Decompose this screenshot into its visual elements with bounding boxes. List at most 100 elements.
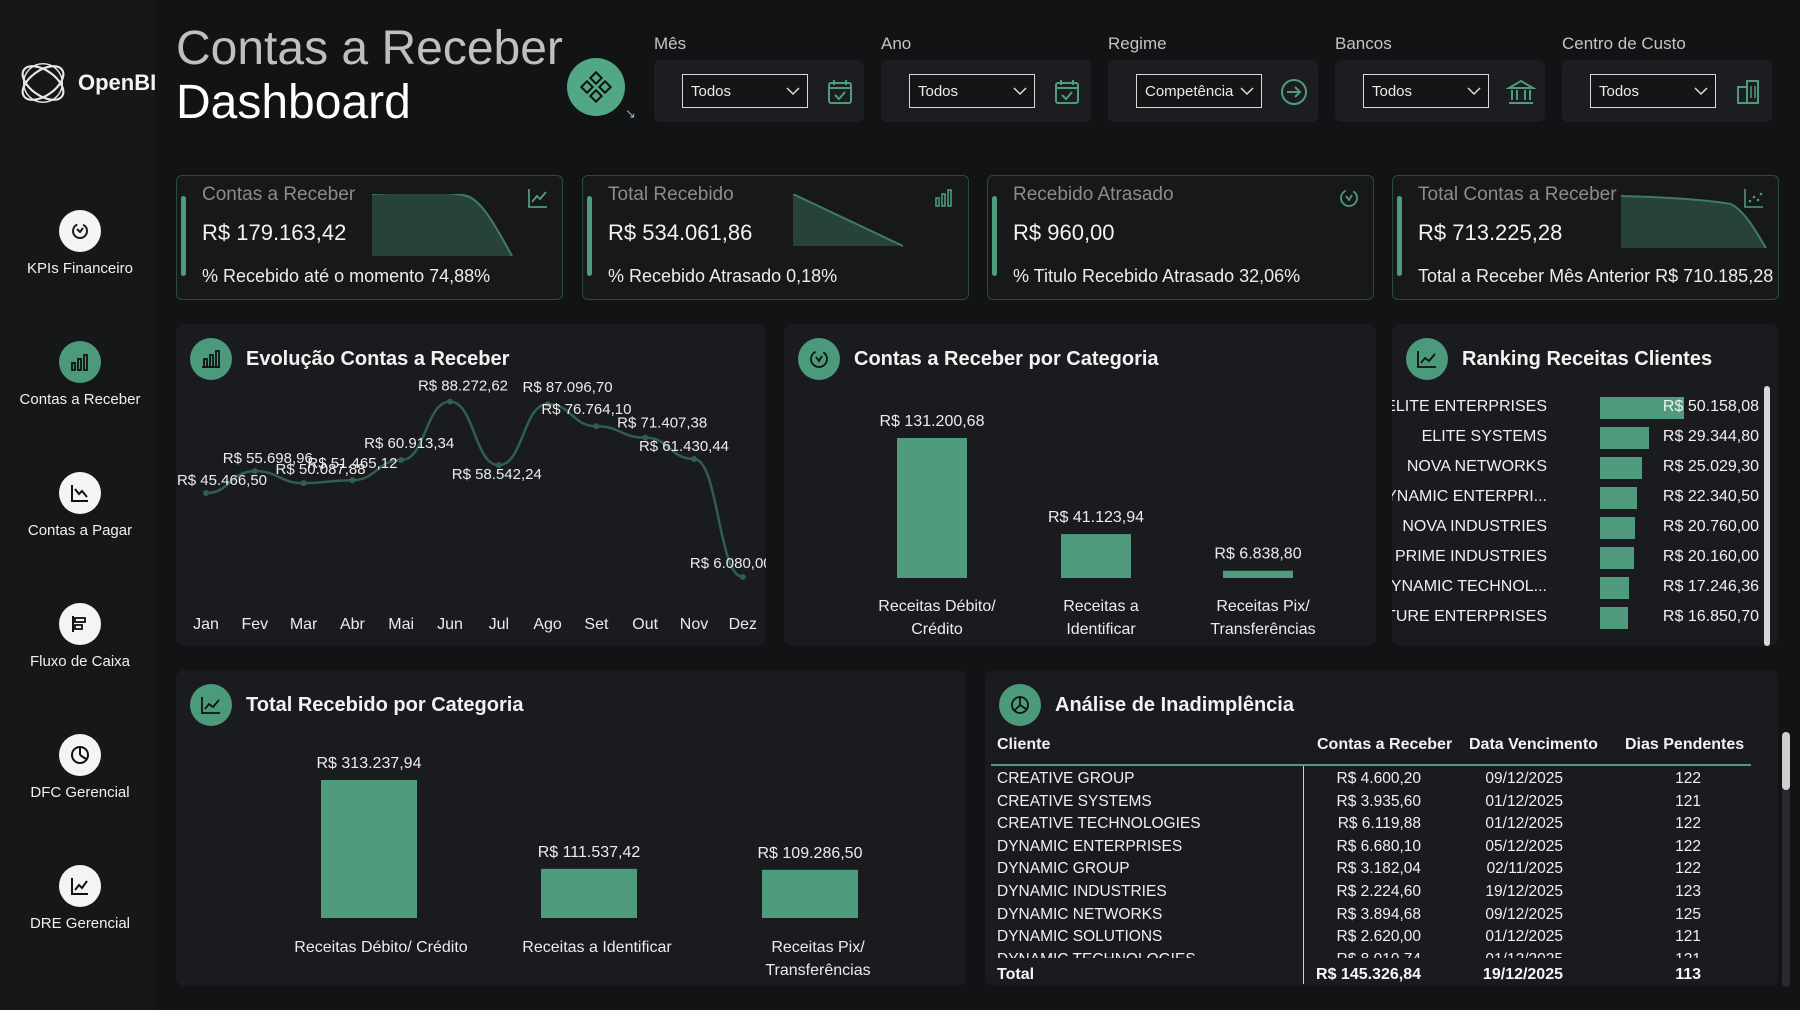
arrow-circle-icon[interactable] [1279,77,1309,107]
line-point[interactable] [398,457,405,464]
data-label: R$ 76.764,10 [541,401,631,418]
expand-arrow-icon[interactable]: ↘ [625,106,636,121]
bar[interactable] [897,438,967,578]
kpi-subtitle: % Recebido Atrasado 0,18% [608,266,838,286]
ranking-row[interactable]: DYNAMIC TECHNOL... R$ 17.246,36 [1392,574,1759,600]
panel-header: Contas a Receber por Categoria [798,338,1159,380]
x-tick-label: Jul [489,616,509,633]
line-point[interactable] [349,477,356,484]
line-point[interactable] [447,398,453,405]
table-row[interactable]: DYNAMIC NETWORKS R$ 3.894,68 09/12/2025 125 [991,906,1751,928]
line-point[interactable] [544,401,551,408]
bar[interactable] [762,869,858,918]
regime-dropdown[interactable]: Competência [1136,74,1262,108]
building-icon[interactable] [1733,77,1763,107]
bar [1600,397,1684,419]
calendar-icon[interactable] [825,77,855,107]
nav-fluxo-de-caixa[interactable]: Fluxo de Caixa [0,603,160,670]
bar[interactable] [1223,570,1293,578]
cell-data-vencimento: 01/12/2025 [1485,792,1563,810]
kpi-sparkline [1621,195,1767,249]
ranking-row[interactable]: NOVA NETWORKS R$ 25.029,30 [1392,454,1759,480]
table-row[interactable]: DYNAMIC ENTERPRISES R$ 6.680,10 05/12/2025… [991,838,1751,860]
nav-dre-gerencial[interactable]: DRE Gerencial [0,865,160,932]
nav-contas-a-receber[interactable]: Contas a Receber [0,341,160,408]
column-divider [1303,766,1304,984]
filter-bancos: Bancos Todos [1335,34,1545,122]
table-row[interactable]: CREATIVE SYSTEMS R$ 3.935,60 01/12/2025 121 [991,793,1751,815]
data-label: R$ 58.542,24 [452,466,542,483]
x-tick-label: Receitas Pix/ [771,939,865,956]
column-header[interactable]: Data Vencimento [1469,736,1598,753]
table-row[interactable]: DYNAMIC TECHNOLOGIES R$ 8.010,7401/12/202… [991,951,1751,958]
line-point[interactable] [300,480,307,487]
line-point[interactable] [203,490,209,497]
dropdown-value: Competência [1145,82,1234,100]
chevron-down-icon [1013,87,1027,96]
line-point[interactable] [691,455,697,462]
nav-label: KPIs Financeiro [27,260,133,277]
ranking-row[interactable]: NOVA INDUSTRIES R$ 20.760,00 [1392,514,1759,540]
nav-label: Contas a Receber [19,391,141,408]
table-row[interactable]: CREATIVE TECHNOLOGIES R$ 6.119,88 01/12/20… [991,815,1751,837]
x-tick-label: Identificar [1066,621,1136,638]
mes-dropdown[interactable]: Todos [682,74,808,108]
data-label: R$ 17.246,36 [1662,578,1759,595]
ranking-row[interactable]: ELITE ENTERPRISES R$ 50.158,08 [1392,394,1759,420]
data-label: R$ 20.760,00 [1662,518,1759,535]
ranking-row[interactable]: DYNAMIC ENTERPRI... R$ 22.340,50 [1392,484,1759,510]
table-scrollbar[interactable] [1782,732,1790,987]
nav-kpis-financeiro[interactable]: KPIs Financeiro [0,210,160,277]
filter-mes: Mês Todos [654,34,864,122]
bancos-dropdown[interactable]: Todos [1363,74,1489,108]
navigation-menu-button[interactable] [567,58,625,116]
cell-contas-a-receber: R$ 8.010,74 [1281,951,1421,958]
table-row[interactable]: CREATIVE GROUP R$ 4.600,20 09/12/2025 122 [991,770,1751,792]
nav-label: Fluxo de Caixa [29,653,131,670]
line-point[interactable] [251,468,258,475]
bank-icon[interactable] [1506,77,1536,107]
panel-header: Análise de Inadimplência [999,684,1294,726]
table-row[interactable]: DYNAMIC SOLUTIONS R$ 2.620,00 01/12/2025 12… [991,928,1751,950]
client-name: FUTURE ENTERPRISES [1392,608,1547,625]
scrollbar-thumb[interactable] [1764,386,1770,646]
ano-dropdown[interactable]: Todos [909,74,1035,108]
ranking-scrollbar[interactable] [1764,386,1770,646]
column-header[interactable]: Dias Pendentes [1625,736,1745,753]
table-row[interactable]: DYNAMIC GROUP R$ 3.182,04 02/11/2025 122 [991,860,1751,882]
line-point[interactable] [642,434,649,441]
diamond-grid-icon [579,70,613,104]
nav-dfc-gerencial[interactable]: DFC Gerencial [0,734,160,801]
scrollbar-thumb[interactable] [1782,732,1790,790]
cell-cliente: CREATIVE GROUP [997,770,1135,787]
calendar-icon[interactable] [1052,77,1082,107]
cash-flow-icon [59,603,101,645]
nav-contas-a-pagar[interactable]: Contas a Pagar [0,472,160,539]
client-name: PRIME INDUSTRIES [1394,548,1547,565]
ranking-row[interactable]: FUTURE ENTERPRISES R$ 16.850,70 [1392,604,1759,630]
bar[interactable] [541,868,637,918]
bar[interactable] [321,780,417,918]
x-tick-label: Ago [533,616,562,633]
line-point[interactable] [593,423,600,430]
filter-centro-de-custo: Centro de Custo Todos [1562,34,1772,122]
panel-total-recebido: Total Recebido por Categoria R$ 313.237,… [176,670,966,986]
table-row[interactable]: DYNAMIC INDUSTRIES R$ 2.224,60 19/12/2025 1… [991,883,1751,905]
data-label: R$ 50.158,08 [1662,398,1759,415]
bar [1600,517,1635,539]
column-header[interactable]: Cliente [997,736,1051,753]
panel-evolucao: Evolução Contas a Receber R$ 45.466,50 Ja… [176,324,766,646]
filter-label: Centro de Custo [1562,34,1686,53]
cell-contas-a-receber: R$ 3.935,60 [1336,792,1421,810]
x-tick-label: Jan [193,616,219,633]
line-point[interactable] [739,574,746,581]
client-name: DYNAMIC TECHNOL... [1392,578,1547,595]
line-point[interactable] [495,462,502,469]
column-header[interactable]: Contas a Receber [1317,736,1453,753]
bar[interactable] [1061,534,1131,578]
total-date: 19/12/2025 [1482,966,1563,983]
ranking-row[interactable]: PRIME INDUSTRIES R$ 20.160,00 [1392,544,1759,570]
centro-de-custo-dropdown[interactable]: Todos [1590,74,1716,108]
ranking-row[interactable]: ELITE SYSTEMS R$ 29.344,80 [1392,424,1759,450]
filter-label: Ano [881,34,912,53]
